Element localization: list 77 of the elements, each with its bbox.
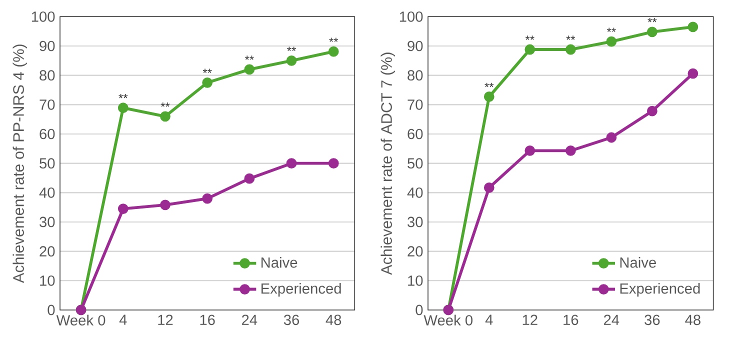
y-tick-label: 80 <box>408 70 423 81</box>
point <box>484 92 494 102</box>
x-tick-label: 4 <box>119 314 127 325</box>
y-tick-label: 0 <box>416 304 423 316</box>
point <box>328 158 339 169</box>
annotation: ** <box>118 94 128 98</box>
point <box>202 77 213 88</box>
x-tick-label: 24 <box>604 314 620 325</box>
point <box>484 182 494 193</box>
point <box>606 36 617 47</box>
annotation: ** <box>525 36 534 40</box>
y-tick-label: 20 <box>408 246 423 257</box>
x-tick-label: 4 <box>485 314 493 325</box>
point <box>328 46 339 57</box>
legend-label: Naive <box>620 257 656 268</box>
x-tick-label: 16 <box>200 314 215 326</box>
point <box>524 44 536 55</box>
y-tick-label: 90 <box>408 40 423 52</box>
y-tick-label: 100 <box>32 11 55 22</box>
annotation: ** <box>160 102 170 107</box>
annotation: ** <box>244 56 254 60</box>
annotation: ** <box>566 36 576 40</box>
annotation: ** <box>606 28 616 32</box>
point <box>244 64 255 75</box>
point <box>646 26 658 38</box>
x-tick-label: Week 0 <box>424 314 473 326</box>
point <box>286 158 297 169</box>
y-tick-label: 40 <box>39 187 55 198</box>
x-tick-label: 36 <box>284 314 300 326</box>
annotation: ** <box>648 18 657 22</box>
point <box>244 173 255 184</box>
x-tick-label: 36 <box>644 314 660 326</box>
x-tick-label: 24 <box>242 314 258 325</box>
y-tick-label: 80 <box>40 70 55 81</box>
annotation: ** <box>202 68 212 74</box>
point <box>688 22 698 32</box>
y-tick-label: 20 <box>40 246 55 257</box>
annotation: ** <box>484 82 494 88</box>
legend-label: Naive <box>262 257 298 268</box>
y-tick-label: 70 <box>408 99 423 110</box>
y-tick-label: 40 <box>407 187 423 198</box>
y-tick-label: 30 <box>40 216 55 228</box>
y-tick-label: 0 <box>48 304 55 316</box>
y-tick-label: 10 <box>408 275 423 286</box>
point <box>565 44 576 55</box>
point <box>565 146 576 156</box>
point <box>160 111 170 122</box>
point <box>202 193 213 204</box>
point <box>118 204 128 214</box>
y-tick-label: 60 <box>408 128 423 140</box>
point <box>118 102 128 114</box>
x-tick-label: 48 <box>326 314 342 326</box>
x-tick-label: 12 <box>522 314 538 325</box>
y-tick-label: 10 <box>40 275 55 286</box>
legend-label: Experienced <box>262 282 341 297</box>
x-tick-label: Week 0 <box>56 314 106 326</box>
annotation: ** <box>329 38 338 42</box>
x-tick-label: 16 <box>564 314 578 326</box>
y-tick-label: 70 <box>40 99 55 110</box>
y-tick-label: 90 <box>40 40 55 52</box>
y-tick-label: 50 <box>408 158 423 169</box>
point <box>646 106 658 116</box>
x-tick-label: 48 <box>685 314 700 326</box>
y-tick-label: 100 <box>400 11 423 22</box>
y-axis-title: Achievement rate of PP-NRS 4 (%) <box>12 44 28 284</box>
annotation: ** <box>287 46 296 52</box>
point <box>286 55 297 66</box>
point <box>606 132 617 143</box>
y-axis-title: Achievement rate of ADCT 7 (%) <box>380 52 396 275</box>
point <box>160 200 170 210</box>
point <box>524 146 536 156</box>
y-tick-label: 30 <box>408 216 423 228</box>
legend-label: Experienced <box>620 282 700 297</box>
y-tick-label: 60 <box>40 128 55 140</box>
x-tick-label: 12 <box>158 314 173 325</box>
point <box>688 68 698 79</box>
y-tick-label: 50 <box>40 158 55 169</box>
